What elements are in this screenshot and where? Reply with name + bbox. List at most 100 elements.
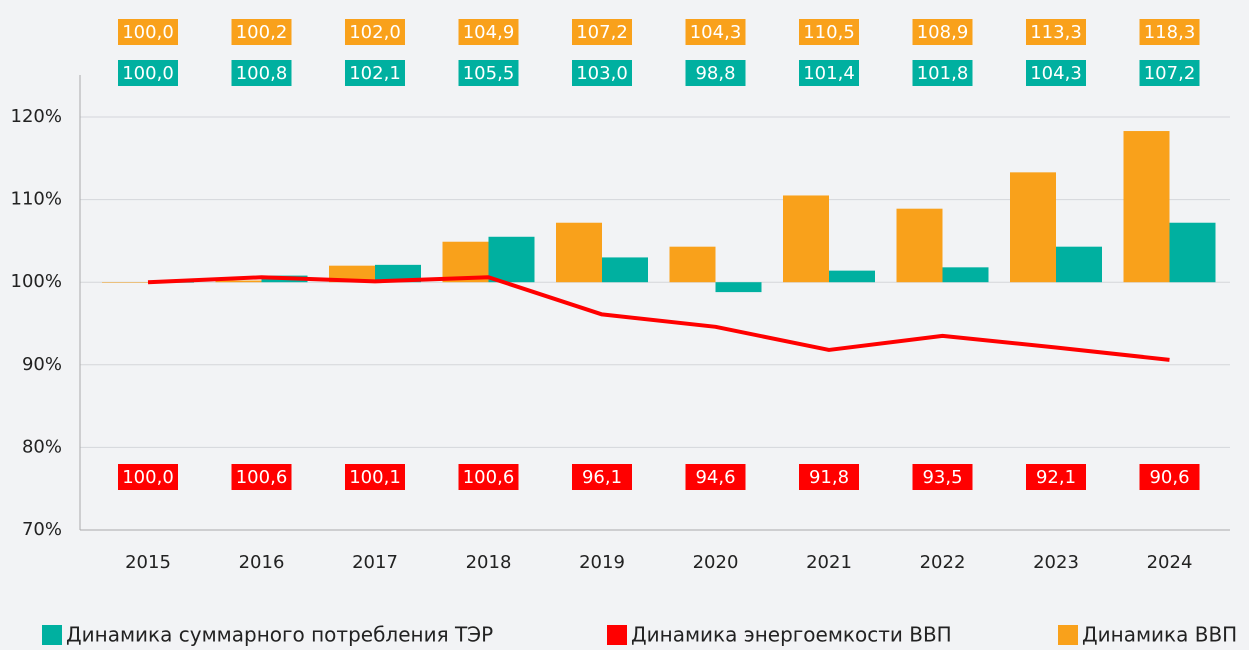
data-label: 100,0 — [122, 467, 174, 488]
label-box — [912, 464, 973, 490]
data-label: 100,6 — [463, 467, 515, 488]
label-box — [231, 60, 292, 86]
x-tick-label: 2016 — [239, 552, 285, 573]
label-box — [685, 19, 746, 45]
y-tick-label: 90% — [22, 354, 62, 375]
label-box — [685, 60, 746, 86]
data-label: 101,8 — [917, 63, 969, 84]
legend-swatch — [1058, 625, 1078, 645]
x-tick-label: 2020 — [693, 552, 739, 573]
label-box — [685, 464, 746, 490]
label-box — [799, 464, 859, 490]
data-label: 104,3 — [1030, 63, 1082, 84]
bar — [488, 236, 535, 283]
data-label: 118,3 — [1144, 22, 1196, 43]
bar — [942, 267, 989, 283]
x-tick-label: 2021 — [806, 552, 852, 573]
label-box — [1139, 464, 1200, 490]
bar — [375, 264, 421, 283]
y-tick-label: 80% — [22, 436, 62, 457]
data-label: 105,5 — [463, 63, 515, 84]
legend-label: Динамика ВВП — [1082, 623, 1237, 647]
bar — [1169, 222, 1216, 283]
label-box — [1139, 60, 1200, 86]
bar — [329, 265, 375, 283]
label-box — [118, 60, 178, 86]
bar — [602, 257, 648, 283]
x-tick-label: 2018 — [466, 552, 512, 573]
data-label: 100,0 — [122, 22, 174, 43]
data-label: 107,2 — [576, 22, 628, 43]
data-label: 104,3 — [690, 22, 742, 43]
data-label: 96,1 — [582, 467, 622, 488]
data-label: 93,5 — [922, 467, 962, 488]
legend-swatch — [42, 625, 62, 645]
label-box — [118, 19, 178, 45]
x-tick-label: 2022 — [920, 552, 966, 573]
label-box — [572, 60, 632, 86]
bar — [829, 270, 875, 283]
x-tick-label: 2017 — [352, 552, 398, 573]
data-label: 108,9 — [917, 22, 969, 43]
label-box — [912, 60, 973, 86]
data-label: 90,6 — [1149, 467, 1189, 488]
y-tick-label: 100% — [11, 271, 62, 292]
data-label: 92,1 — [1036, 467, 1076, 488]
data-label: 113,3 — [1030, 22, 1082, 43]
legend-swatch — [607, 625, 627, 645]
label-box — [912, 19, 973, 45]
data-label: 102,1 — [349, 63, 401, 84]
label-box — [231, 19, 292, 45]
label-box — [231, 464, 292, 490]
x-tick-label: 2019 — [579, 552, 625, 573]
label-box — [572, 19, 632, 45]
data-label: 102,0 — [349, 22, 401, 43]
bar — [669, 246, 716, 283]
y-tick-label: 110% — [11, 189, 62, 210]
label-box — [799, 19, 859, 45]
line — [147, 275, 1170, 362]
legend-label: Динамика энергоемкости ВВП — [631, 623, 952, 647]
x-tick-label: 2023 — [1033, 552, 1079, 573]
label-box — [1139, 19, 1200, 45]
data-label: 100,8 — [236, 63, 288, 84]
bar — [556, 222, 602, 283]
label-box — [1026, 60, 1086, 86]
data-label: 104,9 — [463, 22, 515, 43]
label-box — [458, 464, 519, 490]
label-box — [118, 464, 178, 490]
data-label: 107,2 — [1144, 63, 1196, 84]
data-label: 103,0 — [576, 63, 628, 84]
data-label: 98,8 — [695, 63, 735, 84]
data-label: 101,4 — [803, 63, 855, 84]
data-label: 100,0 — [122, 63, 174, 84]
bar — [896, 208, 943, 283]
data-label: 100,1 — [349, 467, 401, 488]
label-box — [1026, 464, 1086, 490]
bar — [1123, 131, 1170, 283]
label-box — [458, 19, 519, 45]
label-box — [1026, 19, 1086, 45]
label-box — [799, 60, 859, 86]
data-label: 100,6 — [236, 467, 288, 488]
label-box — [458, 60, 519, 86]
x-tick-label: 2015 — [125, 552, 171, 573]
y-tick-label: 70% — [22, 519, 62, 540]
data-label: 110,5 — [803, 22, 855, 43]
bar — [102, 282, 148, 283]
label-box — [572, 464, 632, 490]
bar — [215, 280, 262, 283]
bar — [715, 282, 762, 293]
label-box — [345, 464, 405, 490]
x-tick-label: 2024 — [1147, 552, 1193, 573]
legend-label: Динамика суммарного потребления ТЭР — [66, 623, 493, 647]
data-label: 100,2 — [236, 22, 288, 43]
label-box — [345, 60, 405, 86]
bar — [442, 241, 489, 283]
bar — [1010, 172, 1056, 283]
label-box — [345, 19, 405, 45]
bar — [1056, 246, 1102, 283]
data-label: 91,8 — [809, 467, 849, 488]
y-tick-label: 120% — [11, 106, 62, 127]
